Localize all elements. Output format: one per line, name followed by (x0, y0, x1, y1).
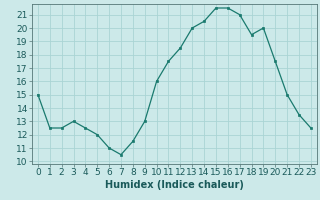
X-axis label: Humidex (Indice chaleur): Humidex (Indice chaleur) (105, 180, 244, 190)
